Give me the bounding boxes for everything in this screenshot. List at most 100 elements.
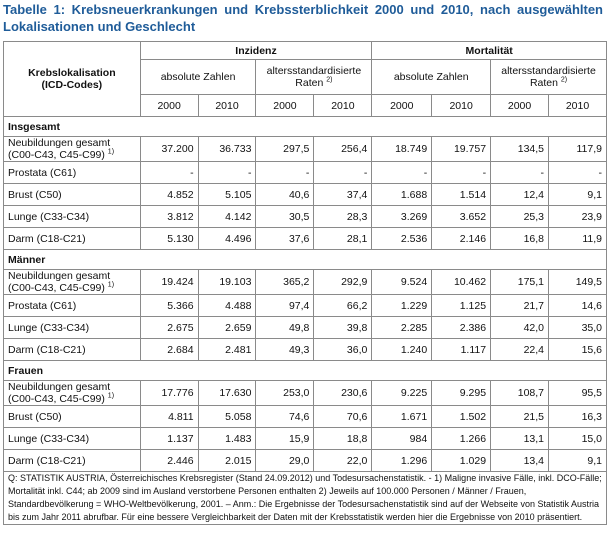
row-label: Lunge (C33-C34) [3, 316, 141, 339]
section-title: Männer [3, 249, 607, 270]
value-cell: 4.142 [197, 205, 257, 228]
value-cell: 17.630 [197, 380, 257, 406]
value-cell: 23,9 [548, 205, 607, 228]
year-header: 2000 [255, 94, 315, 117]
year-header: 2010 [548, 94, 607, 117]
value-cell: 21,5 [490, 405, 550, 428]
value-cell: - [139, 161, 199, 184]
year-header: 2010 [197, 94, 257, 117]
row-label: Lunge (C33-C34) [3, 427, 141, 450]
value-cell: 49,3 [255, 338, 315, 361]
value-cell: 37.200 [139, 136, 199, 162]
table-row: Lunge (C33-C34) 3.812 4.142 30,5 28,3 3.269 3.… [3, 205, 607, 228]
value-cell: 29,0 [255, 449, 315, 472]
value-cell: 97,4 [255, 294, 315, 317]
value-cell: 230,6 [313, 380, 373, 406]
value-cell: 10.462 [431, 269, 492, 295]
value-cell: 39,8 [313, 316, 373, 339]
value-cell: 4.811 [139, 405, 199, 428]
value-cell: 9.295 [431, 380, 492, 406]
row-label-line2: (C00-C43, C45-C99) [8, 149, 105, 161]
value-cell: 1.266 [431, 427, 492, 450]
value-cell: 17.776 [139, 380, 199, 406]
value-cell: 19.424 [139, 269, 199, 295]
row-label: Darm (C18-C21) [3, 449, 141, 472]
value-cell: 21,7 [490, 294, 550, 317]
value-cell: 36.733 [197, 136, 257, 162]
row-label: Neubildungen gesamt (C00-C43, C45-C99) 1) [3, 380, 141, 406]
value-cell: 30,5 [255, 205, 315, 228]
value-cell: 19.757 [431, 136, 492, 162]
value-cell: 5.058 [197, 405, 257, 428]
row-label-line1: Neubildungen gesamt [8, 270, 111, 282]
value-cell: 117,9 [548, 136, 607, 162]
inzidenz-rates-header: altersstandardisierte Raten 2) [255, 59, 373, 95]
row-label: Prostata (C61) [3, 161, 141, 184]
value-cell: 984 [371, 427, 433, 450]
value-cell: 5.105 [197, 183, 257, 206]
value-cell: 95,5 [548, 380, 607, 406]
value-cell: 3.812 [139, 205, 199, 228]
row-label: Brust (C50) [3, 405, 141, 428]
value-cell: 66,2 [313, 294, 373, 317]
value-cell: 2.386 [431, 316, 492, 339]
value-cell: 149,5 [548, 269, 607, 295]
value-cell: 70,6 [313, 405, 373, 428]
table-row: Brust (C50) 4.811 5.058 74,6 70,6 1.671 1.502 2… [3, 405, 607, 428]
value-cell: 134,5 [490, 136, 550, 162]
lokalisation-header-line2: (ICD-Codes) [41, 79, 103, 91]
value-cell: - [255, 161, 315, 184]
value-cell: - [431, 161, 492, 184]
value-cell: 28,3 [313, 205, 373, 228]
year-header: 2000 [371, 94, 433, 117]
value-cell: 365,2 [255, 269, 315, 295]
section-row: Männer [3, 249, 607, 270]
table-row: Neubildungen gesamt (C00-C43, C45-C99) 1)… [3, 269, 607, 295]
value-cell: 13,4 [490, 449, 550, 472]
value-cell: 9,1 [548, 183, 607, 206]
value-cell: 1.502 [431, 405, 492, 428]
value-cell: 1.296 [371, 449, 433, 472]
table-row: Lunge (C33-C34) 1.137 1.483 15,9 18,8 984 1.26… [3, 427, 607, 450]
value-cell: 14,6 [548, 294, 607, 317]
lokalisation-header: Krebslokalisation (ICD-Codes) [3, 41, 141, 117]
value-cell: 2.675 [139, 316, 199, 339]
table-body: Insgesamt Neubildungen gesamt (C00-C43, C4… [3, 116, 607, 472]
value-cell: 1.137 [139, 427, 199, 450]
value-cell: 1.029 [431, 449, 492, 472]
value-cell: 2.146 [431, 227, 492, 250]
value-cell: 15,9 [255, 427, 315, 450]
value-cell: 2.684 [139, 338, 199, 361]
section-title: Frauen [3, 360, 607, 381]
value-cell: 2.285 [371, 316, 433, 339]
row-label: Brust (C50) [3, 183, 141, 206]
inzidenz-absolute-header: absolute Zahlen [139, 59, 257, 95]
value-cell: 5.130 [139, 227, 199, 250]
value-cell: 37,6 [255, 227, 315, 250]
value-cell: 16,8 [490, 227, 550, 250]
value-cell: 175,1 [490, 269, 550, 295]
table-row: Darm (C18-C21) 2.684 2.481 49,3 36,0 1.240 1.1… [3, 338, 607, 361]
value-cell: 12,4 [490, 183, 550, 206]
mortalitaet-absolute-header: absolute Zahlen [371, 59, 492, 95]
row-label-line1: Neubildungen gesamt [8, 137, 111, 149]
footnote-ref: 1) [107, 281, 115, 289]
value-cell: 40,6 [255, 183, 315, 206]
value-cell: 2.446 [139, 449, 199, 472]
footnote: Q: STATISTIK AUSTRIA, Österreichisches K… [3, 471, 607, 525]
value-cell: - [371, 161, 433, 184]
value-cell: 4.488 [197, 294, 257, 317]
value-cell: 15,0 [548, 427, 607, 450]
value-cell: 2.659 [197, 316, 257, 339]
value-cell: 37,4 [313, 183, 373, 206]
table-row: Prostata (C61) 5.366 4.488 97,4 66,2 1.229 1.1… [3, 294, 607, 317]
value-cell: 1.117 [431, 338, 492, 361]
value-cell: 1.514 [431, 183, 492, 206]
value-cell: 256,4 [313, 136, 373, 162]
row-label-line1: Brust (C50) [8, 188, 62, 201]
value-cell: 3.269 [371, 205, 433, 228]
table-row: Brust (C50) 4.852 5.105 40,6 37,4 1.688 1.514 1… [3, 183, 607, 206]
row-label-line1: Prostata (C61) [8, 166, 77, 179]
table-row: Neubildungen gesamt (C00-C43, C45-C99) 1)… [3, 136, 607, 162]
value-cell: 28,1 [313, 227, 373, 250]
